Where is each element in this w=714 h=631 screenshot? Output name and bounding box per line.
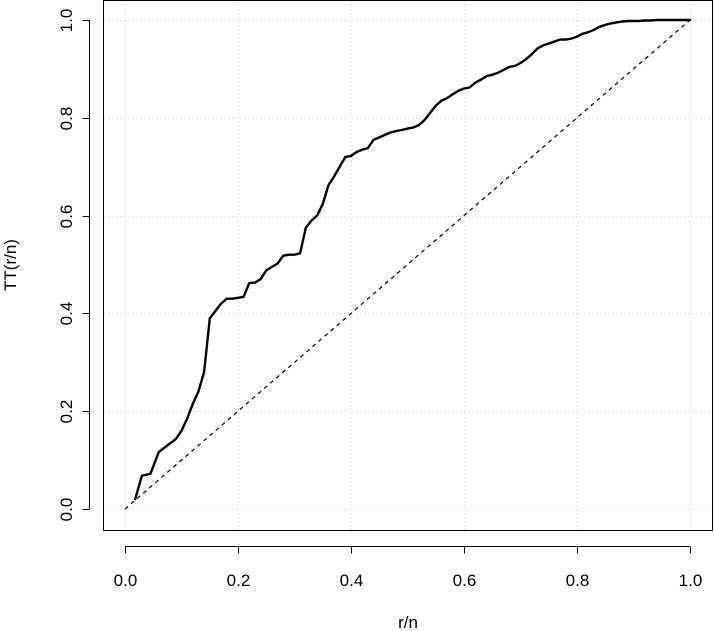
x-axis-title: r/n	[398, 613, 418, 631]
x-tick-label-2: 0.4	[340, 571, 364, 590]
series-layer	[133, 18, 692, 501]
reference-diagonal-line	[124, 19, 691, 510]
plot-frame	[103, 0, 713, 531]
reference-line-layer	[124, 19, 691, 510]
y-tick-label-2: 0.4	[57, 302, 76, 326]
y-tick-label-4: 0.8	[57, 107, 76, 131]
ttt-curve-line	[133, 18, 692, 501]
y-tick-label-3: 0.6	[57, 205, 76, 229]
y-axis-title: TT(r/n)	[1, 239, 20, 291]
x-axis: 0.0 0.2 0.4 0.6 0.8 1.0	[114, 546, 703, 590]
x-tick-label-1: 0.2	[227, 571, 251, 590]
x-tick-label-0: 0.0	[114, 571, 138, 590]
y-tick-label-1: 0.2	[57, 400, 76, 424]
x-tick-label-3: 0.6	[453, 571, 477, 590]
y-axis: 0.0 0.2 0.4 0.6 0.8 1.0	[57, 9, 90, 522]
y-tick-label-0: 0.0	[57, 498, 76, 522]
grid-layer	[104, 1, 712, 530]
x-tick-label-4: 0.8	[566, 571, 590, 590]
x-tick-label-5: 1.0	[679, 571, 703, 590]
y-tick-label-5: 1.0	[57, 9, 76, 33]
